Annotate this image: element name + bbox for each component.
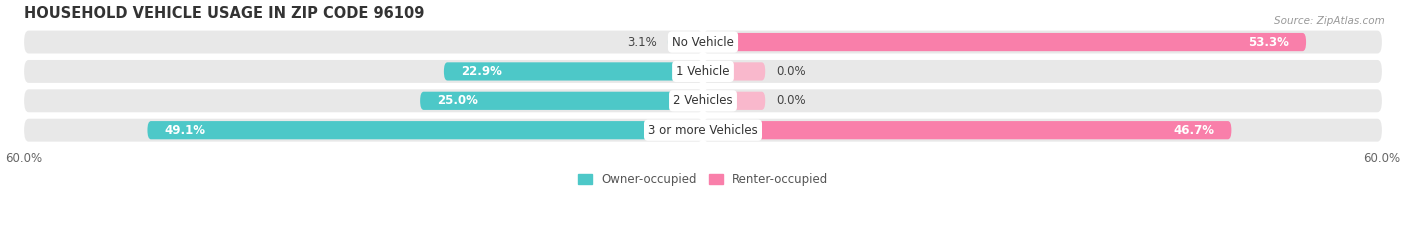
Text: 3.1%: 3.1% <box>627 36 657 48</box>
Text: 3 or more Vehicles: 3 or more Vehicles <box>648 124 758 137</box>
Text: 46.7%: 46.7% <box>1174 124 1215 137</box>
FancyBboxPatch shape <box>24 31 703 54</box>
FancyBboxPatch shape <box>703 33 1306 51</box>
Text: 0.0%: 0.0% <box>776 65 806 78</box>
FancyBboxPatch shape <box>24 119 703 142</box>
FancyBboxPatch shape <box>703 121 1232 139</box>
FancyBboxPatch shape <box>24 60 703 83</box>
FancyBboxPatch shape <box>703 89 1382 112</box>
FancyBboxPatch shape <box>703 31 1382 54</box>
Legend: Owner-occupied, Renter-occupied: Owner-occupied, Renter-occupied <box>572 169 834 191</box>
FancyBboxPatch shape <box>703 92 765 110</box>
FancyBboxPatch shape <box>444 62 703 81</box>
Text: 1 Vehicle: 1 Vehicle <box>676 65 730 78</box>
Text: 49.1%: 49.1% <box>165 124 205 137</box>
FancyBboxPatch shape <box>703 62 765 81</box>
Text: No Vehicle: No Vehicle <box>672 36 734 48</box>
FancyBboxPatch shape <box>24 89 703 112</box>
Text: 25.0%: 25.0% <box>437 94 478 107</box>
FancyBboxPatch shape <box>148 121 703 139</box>
Text: 22.9%: 22.9% <box>461 65 502 78</box>
Text: Source: ZipAtlas.com: Source: ZipAtlas.com <box>1274 16 1385 26</box>
Text: HOUSEHOLD VEHICLE USAGE IN ZIP CODE 96109: HOUSEHOLD VEHICLE USAGE IN ZIP CODE 9610… <box>24 6 425 21</box>
FancyBboxPatch shape <box>703 60 1382 83</box>
FancyBboxPatch shape <box>703 119 1382 142</box>
FancyBboxPatch shape <box>668 33 703 51</box>
Text: 53.3%: 53.3% <box>1249 36 1289 48</box>
FancyBboxPatch shape <box>420 92 703 110</box>
Text: 0.0%: 0.0% <box>776 94 806 107</box>
Text: 2 Vehicles: 2 Vehicles <box>673 94 733 107</box>
